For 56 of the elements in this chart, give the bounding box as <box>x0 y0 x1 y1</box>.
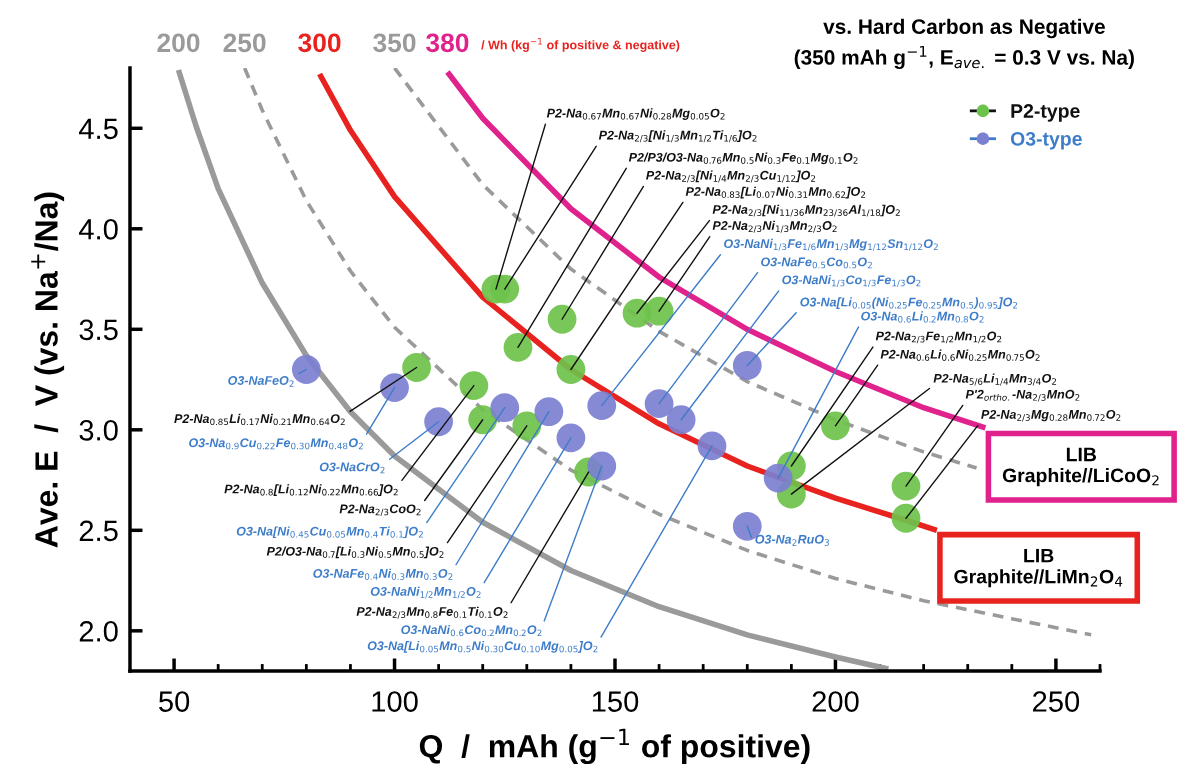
annotation: LIB Graphite//LiMn$_{2}$O$_{4}$ <box>954 548 1123 588</box>
data-label: P'2$_{ortho.}$-Na$_{2/3}$MnO$_{2}$ <box>965 389 1080 402</box>
chart-subtitle: (350 mAh g$^{−1}$, E$_{ave.}$ = 0.3 V vs. Na) <box>794 46 1134 70</box>
legend-label: P2-type <box>1011 104 1080 122</box>
series-label: 380 <box>426 33 469 53</box>
series-label: 350 <box>373 33 416 53</box>
data-label: O3-NaNi$_{1/2}$Mn$_{1/2}$O$_{2}$ <box>370 586 481 599</box>
text: P2/P3/O3-Na$_{0.76}$Mn$_{0.5}$Ni$_{0.3}$Fe$_{0.1}$Mg$_{0.1}$O$_{2}$ <box>628 152 858 165</box>
data-label: O3-NaNi$_{1/3}$Co$_{1/3}$Fe$_{1/3}$O$_{2}$ <box>782 275 921 287</box>
y-tick-label: 3.0 <box>79 420 118 441</box>
text: P2-Na$_{0.6}$Li$_{0.6}$Ni$_{0.25}$Mn$_{0.75}$O$_{2}$ <box>880 349 1040 361</box>
legend-label: O3-type <box>1010 131 1082 150</box>
text: O3-Na[Li$_{0.05}$Mn$_{0.5}$Ni$_{0.30}$Cu$_{0.10}$Mg$_{0.05}$]O$_{2}$ <box>367 641 598 653</box>
text: / Wh (kg$^{−1}$ of positive & negative) <box>481 38 680 52</box>
text: O3-Na[Ni$_{0.45}$Cu$_{0.05}$Mn$_{0.4}$Ti$_{0.1}$]O$_{2}$ <box>236 526 423 539</box>
data-label: P2-Na$_{2/3}$Fe$_{1/2}$Mn$_{1/2}$O$_{2}$ <box>875 331 1002 344</box>
text: P2-Na$_{0.67}$Mn$_{0.67}$Ni$_{0.28}$Mg$_{0.05}$O$_{2}$ <box>546 108 725 120</box>
y-tick-label: 3.5 <box>79 319 118 341</box>
data-label: P2-Na$_{2/3}$Mg$_{0.28}$Mn$_{0.72}$O$_{2}$ <box>981 409 1121 422</box>
x-tick-label: 100 <box>372 691 418 712</box>
text: P2-Na$_{0.8}$[Li$_{0.12}$Ni$_{0.22}$Mn$_{0.66}$]O$_{2}$ <box>224 484 398 496</box>
data-label: O3-NaFe$_{0.5}$Co$_{0.5}$O$_{2}$ <box>761 257 872 269</box>
chart-title: vs. Hard Carbon as Negative <box>823 18 1105 39</box>
data-label: O3-NaNi$_{0.6}$Co$_{0.2}$Mn$_{0.2}$O$_{2}$ <box>401 624 542 637</box>
x-tick-label: 250 <box>1033 691 1080 712</box>
text: O3-NaNi$_{1/3}$Fe$_{1/6}$Mn$_{1/3}$Mg$_{1/12}$Sn$_{1/12}$O$_{2}$ <box>724 238 938 251</box>
text: P2-Na$_{2/3}$Mn$_{0.8}$Fe$_{0.1}$Ti$_{0.1}$O$_{2}$ <box>356 606 508 619</box>
y-tick-label: 4.0 <box>79 218 118 240</box>
data-label: P2-Na$_{5/6}$Li$_{1/4}$Mn$_{3/4}$O$_{2}$ <box>933 373 1057 386</box>
data-label: O3-NaFe$_{0.4}$Ni$_{0.3}$Mn$_{0.3}$O$_{2}$ <box>313 568 453 580</box>
text: P2-Na$_{0.85}$Li$_{0.17}$Ni$_{0.21}$Mn$_{0.64}$O$_{2}$ <box>174 413 345 426</box>
x-tick-label: 150 <box>592 691 639 712</box>
text: P2-Na$_{2/3}$[Ni$_{11/36}$Mn$_{23/36}$Al$_{1/18}$]O$_{2}$ <box>712 204 900 217</box>
data-label: P2-Na$_{2/3}$Ni$_{1/3}$Mn$_{2/3}$O$_{2}$ <box>712 220 837 233</box>
series-label: 200 <box>157 33 200 53</box>
y-tick-label: 2.5 <box>79 520 118 542</box>
y-tick-label: 4.5 <box>79 118 118 140</box>
series-label: 300 <box>298 33 341 53</box>
text: P2-Na$_{2/3}$[Ni$_{1/4}$Mn$_{2/3}$Cu$_{1/12}$]O$_{2}$ <box>646 170 816 183</box>
data-label: O3-Na$_{0.6}$Li$_{0.2}$Mn$_{0.8}$O$_{2}$ <box>861 311 984 323</box>
data-label: O3-NaCrO$_{2}$ <box>319 462 385 474</box>
data-label: O3-Na$_{2}$RuO$_{3}$ <box>755 534 829 546</box>
text: P2-Na$_{0.83}$[Li$_{0.07}$Ni$_{0.31}$Mn$_{0.62}$]O$_{2}$ <box>685 186 866 199</box>
x-tick-label: 200 <box>812 691 859 712</box>
x-axis-title: Q / mAh (g$^{−1}$ of positive) <box>419 728 810 765</box>
data-label: P2-Na$_{2/3}$CoO$_{2}$ <box>339 504 421 517</box>
text: P2/O3-Na$_{0.7}$[Li$_{0.3}$Ni$_{0.5}$Mn$_{0.5}$]O$_{2}$ <box>266 546 444 559</box>
data-label: O3-NaFeO$_{2}$ <box>228 376 294 387</box>
text: O3-Na$_{0.9}$Cu$_{0.22}$Fe$_{0.30}$Mn$_{0.48}$O$_{2}$ <box>189 438 363 450</box>
y-tick-label: 2.0 <box>79 621 118 642</box>
series-label: 250 <box>223 33 266 53</box>
text: P2-Na$_{2/3}$[Ni$_{1/3}$Mn$_{1/2}$Ti$_{1/6}$]O$_{2}$ <box>598 130 757 143</box>
y-axis-title: Ave. E / V (vs. Na$^{+}$/Na) <box>31 192 65 548</box>
text: O3-Na[Li$_{0.05}$(Ni$_{0.25}$Fe$_{0.25}$Mn$_{0.5}$)$_{0.95}$]O$_{2}$ <box>800 297 1018 309</box>
annotation: LIB Graphite//LiCoO$_{2}$ <box>1002 447 1159 487</box>
x-tick-label: 50 <box>159 691 190 712</box>
